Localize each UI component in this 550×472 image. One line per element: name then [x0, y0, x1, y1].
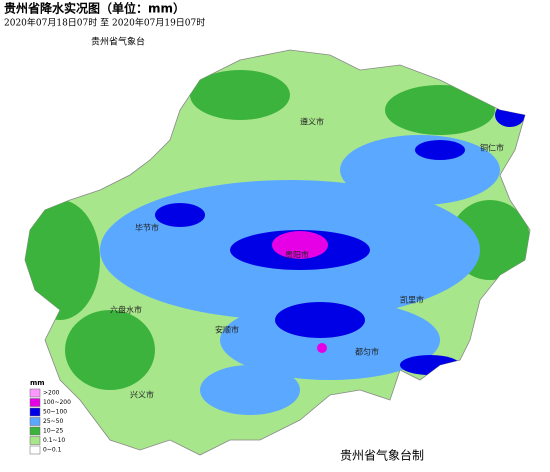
- legend: mm >200 100~200 50~100 25~50 10~25 0.1~10 0~0.…: [29, 379, 71, 455]
- place-label: 凯里市: [400, 295, 424, 305]
- legend-swatch: [29, 388, 41, 398]
- place-label: 遵义市: [300, 117, 324, 127]
- place-label: 都匀市: [355, 347, 379, 357]
- legend-label: >200: [43, 390, 60, 397]
- period: 2020年07月18日07时 至 2020年07月19日07时: [4, 17, 205, 29]
- legend-swatch: [29, 426, 41, 436]
- legend-swatch: [29, 398, 41, 407]
- legend-label: 100~200: [43, 399, 71, 406]
- place-label: 贵阳市: [285, 250, 309, 260]
- place-label: 六盘水市: [110, 305, 142, 315]
- legend-title: mm: [30, 379, 45, 387]
- legend-swatch: [29, 417, 41, 426]
- place-labels: 遵义市 铜仁市 毕节市 贵阳市 凯里市 都匀市 安顺市 六盘水市 兴义市: [110, 117, 504, 400]
- place-label: 安顺市: [215, 325, 239, 335]
- map-title: 贵州省降水实况图（单位：mm）: [4, 1, 185, 16]
- legend-swatch: [29, 436, 41, 445]
- legend-label: 10~25: [43, 428, 63, 435]
- place-label: 兴义市: [130, 390, 154, 400]
- place-label: 毕节市: [135, 223, 159, 233]
- legend-label: 25~50: [43, 418, 63, 425]
- legend-swatch: [29, 445, 41, 455]
- province-map: [24, 49, 531, 456]
- place-label: 铜仁市: [480, 143, 504, 153]
- footer: 贵州省气象台制: [340, 448, 424, 463]
- legend-label: 50~100: [43, 409, 67, 416]
- legend-swatch: [29, 407, 41, 417]
- legend-label: 0~0.1: [43, 447, 62, 454]
- issuer: 贵州省气象台: [91, 36, 145, 48]
- legend-label: 0.1~10: [43, 437, 65, 444]
